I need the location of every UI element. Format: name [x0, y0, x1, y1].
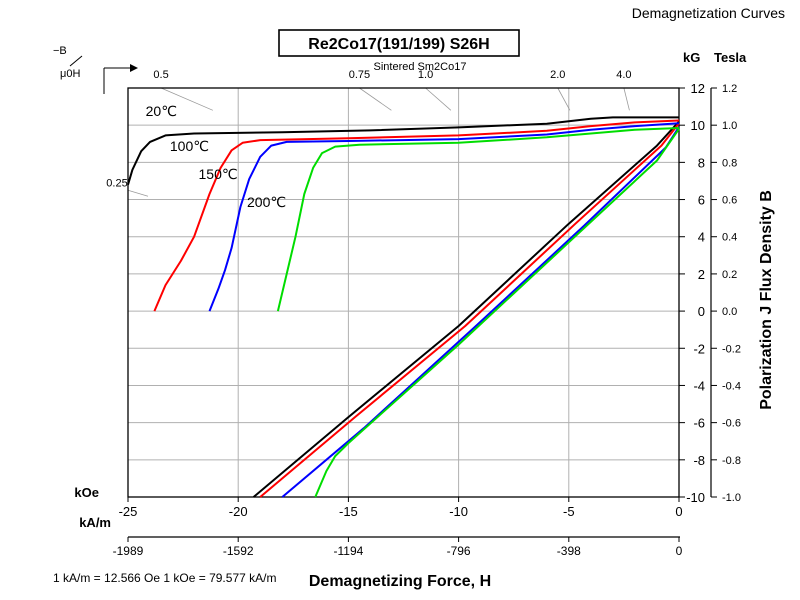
- y-tick-label-kg: 10: [691, 118, 705, 133]
- x-tick-label-koe: -5: [563, 504, 575, 519]
- series-label: 200℃: [247, 194, 286, 210]
- x-tick-label-kam: -1989: [113, 544, 144, 558]
- x-tick-label-kam: -1194: [333, 544, 363, 558]
- y-tick-label-kg: -4: [693, 378, 705, 393]
- x-unit-kam: kA/m: [79, 515, 111, 530]
- x-tick-label-koe: 0: [675, 504, 682, 519]
- y-tick-label-tesla: -0.4: [722, 380, 741, 392]
- title-box: [278, 29, 520, 57]
- y-tick-label-tesla: 0.6: [722, 195, 737, 207]
- conversion-note: 1 kA/m = 12.566 Oe 1 kOe = 79.577 kA/m: [53, 571, 276, 585]
- y-unit-tesla: Tesla: [714, 50, 747, 65]
- y-tick-label-tesla: -0.2: [722, 343, 741, 355]
- x-tick-label-koe: -20: [229, 504, 248, 519]
- series-label: 100℃: [170, 138, 209, 154]
- series-b-curve: [252, 120, 680, 498]
- x-tick-label-koe: -25: [119, 504, 138, 519]
- permeance-line: [127, 189, 149, 197]
- series-j-curve: [153, 119, 680, 312]
- plot-frame: [127, 87, 680, 498]
- permeance-line: [623, 87, 630, 111]
- series-j-curve: [127, 116, 679, 185]
- x-tick-label-kam: 0: [676, 544, 683, 558]
- y-tick-label-tesla: -0.8: [722, 455, 741, 467]
- permeance-line: [160, 87, 214, 111]
- y-tick-label-kg: 4: [698, 230, 705, 245]
- chart-title: Re2Co17(191/199) S26H: [308, 36, 489, 53]
- x-tick-label-kam: -796: [447, 544, 471, 558]
- y-tick-label-kg: 6: [698, 193, 705, 208]
- permeance-label-bottom: μ0H: [60, 68, 80, 80]
- y-tick-label-kg: 2: [698, 267, 705, 282]
- x-unit-koe: kOe: [74, 485, 99, 500]
- permeance-lines: 0.5 0.75 1.0 2.0 4.0 0.25: [106, 69, 632, 197]
- permeance-line-label: 1.0: [418, 69, 433, 81]
- y-tick-label-kg: 12: [691, 81, 705, 96]
- y-tick-label-tesla: 1.0: [722, 120, 737, 132]
- y-unit-kg: kG: [683, 50, 700, 65]
- series-j-curve: [276, 127, 680, 312]
- permeance-line: [425, 87, 452, 111]
- y-tick-label-kg: -2: [693, 341, 705, 356]
- x-tick-label-kam: -398: [557, 544, 581, 558]
- permeance-line-label: 2.0: [550, 69, 565, 81]
- permeance-line-label: 0.5: [153, 69, 168, 81]
- y-tick-label-tesla: 0.2: [722, 269, 737, 281]
- x-tick-label-koe: -10: [449, 504, 468, 519]
- y-tick-label-kg: -8: [693, 453, 705, 468]
- series-group: 20℃ 100℃ 150℃ 200℃: [127, 103, 680, 498]
- permeance-line-label: 0.75: [349, 69, 370, 81]
- y-tick-label-kg: -10: [686, 490, 705, 505]
- header-text: Demagnetization Curves: [632, 5, 785, 21]
- axes-group: -25 -20 -15 -10 -5 0-1989 -1592 -1194 -796 -398 01…: [113, 81, 741, 558]
- series-label: 150℃: [199, 166, 238, 182]
- permeance-slash: [69, 55, 83, 67]
- y-tick-label-tesla: -1.0: [722, 492, 741, 504]
- permeance-arrow-icon: [130, 64, 138, 72]
- series-label: 20℃: [146, 103, 177, 119]
- y-tick-label-kg: -6: [693, 416, 705, 431]
- permeance-axis-marker: −B μ0H: [53, 45, 138, 94]
- x-axis-label: Demagnetizing Force, H: [309, 573, 491, 590]
- y-axis-label: Polarization J Flux Density B: [758, 190, 775, 410]
- y-tick-label-tesla: -0.6: [722, 418, 741, 430]
- x-tick-label-kam: -1592: [223, 544, 254, 558]
- y-tick-label-tesla: 1.2: [722, 83, 737, 95]
- y-tick-label-tesla: 0.8: [722, 157, 737, 169]
- permeance-line-label: 4.0: [616, 69, 631, 81]
- y-tick-label-tesla: 0.0: [722, 306, 737, 318]
- permeance-label-top: −B: [53, 45, 67, 57]
- chart-subtitle: Sintered Sm2Co17: [374, 61, 467, 73]
- x-tick-label-koe: -15: [339, 504, 358, 519]
- y-tick-label-kg: 0: [698, 304, 705, 319]
- permeance-line-label: 0.25: [106, 177, 127, 189]
- series-b-curve: [314, 128, 680, 498]
- series-j-curve: [208, 122, 680, 312]
- y-tick-label-tesla: 0.4: [722, 232, 737, 244]
- permeance-line: [359, 87, 392, 111]
- y-tick-label-kg: 8: [698, 155, 705, 170]
- series-b-curve: [259, 122, 680, 498]
- permeance-line: [557, 87, 571, 111]
- grid-lines: [128, 88, 679, 497]
